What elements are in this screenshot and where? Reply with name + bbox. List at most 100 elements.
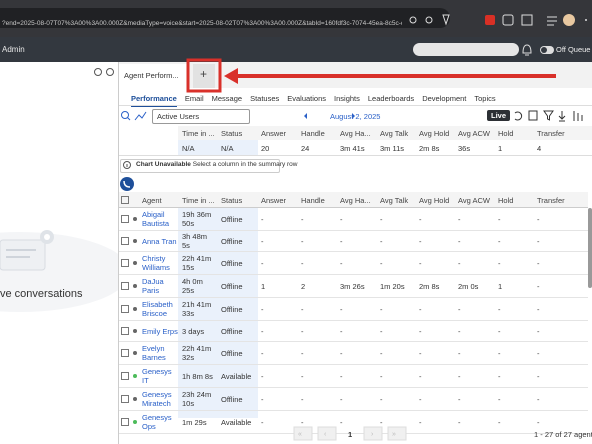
row-checkbox[interactable] [121,215,129,223]
column-header[interactable]: Avg ACW [458,196,490,205]
row-checkbox[interactable] [121,418,129,426]
status: Available [221,417,252,427]
column-header[interactable]: Avg Ha... [340,196,371,205]
agent-name[interactable]: Emily Erps [142,326,178,336]
pagination-summary: 1 - 27 of 27 agents [534,430,592,439]
row-checkbox[interactable] [121,259,129,267]
status-dot [133,307,137,311]
queue-status[interactable]: Off Queue [556,45,591,54]
subtab[interactable]: Topics [474,94,496,103]
row-checkbox[interactable] [121,372,129,380]
row-checkbox[interactable] [121,327,129,335]
subtab[interactable]: Performance [131,94,177,107]
live-badge[interactable]: Live [487,110,511,121]
metric: - [261,236,264,246]
subtab[interactable]: Statuses [250,94,280,103]
summary-value[interactable]: 2m 8s [419,144,440,153]
column-header[interactable]: Avg Hold [419,196,450,205]
status-dot [133,374,137,378]
pagination-buttons[interactable]: « ‹ › » [290,426,420,442]
subtab[interactable]: Evaluations [287,94,327,103]
url: ?end=2025-08-07T07%3A00%3A00.000Z&mediaT… [2,20,402,27]
subtab[interactable]: Leaderboards [367,94,415,103]
column-header[interactable]: Agent [142,196,162,205]
row-checkbox[interactable] [121,237,129,245]
tab[interactable] [119,64,187,88]
metric: - [301,326,304,336]
row-checkbox[interactable] [121,282,129,290]
metric: - [301,214,304,224]
agent-name[interactable]: Abigail Bautista [142,210,170,228]
metric: - [537,304,540,314]
column-header[interactable]: Hold [498,196,514,205]
column-header[interactable]: Status [221,196,243,205]
agent-name[interactable]: Christy Williams [142,254,170,272]
metric: 2 [301,281,306,291]
address-field[interactable] [0,8,450,28]
summary-value[interactable]: N/A [221,144,234,153]
search-box[interactable] [413,43,519,56]
metric: - [419,214,422,224]
column-header[interactable]: Answer [261,196,287,205]
subtab[interactable]: Message [211,94,243,103]
tab-label[interactable]: Agent Perform... [124,71,179,80]
summary-value[interactable]: 36s [458,144,471,153]
table-row: Genesys IT 1h 8m 8s Available - - - - - - - - [119,365,588,388]
agent-name[interactable]: Genesys IT [142,367,172,385]
phone-icon[interactable] [119,176,135,192]
column-header[interactable]: Transfer [537,196,565,205]
metric: - [261,348,264,358]
metric: - [498,371,501,381]
metric: - [458,394,461,404]
current-page[interactable]: 1 [348,430,353,439]
metric: - [458,371,461,381]
agent-name[interactable]: Genesys Ops [142,413,172,431]
agent-name[interactable]: Elisabeth Briscoe [142,300,173,318]
subtab[interactable]: Insights [334,94,360,103]
agent-name[interactable]: DaJua Paris [142,277,164,295]
summary-value[interactable]: 1 [498,144,503,153]
subtab[interactable]: Development [422,94,467,103]
column-highlight [178,208,258,418]
summary-column: Time in ... [182,129,215,138]
row-checkbox[interactable] [121,349,129,357]
metric: - [419,371,422,381]
metric: - [380,348,383,358]
column-header[interactable]: Handle [301,196,325,205]
add-tab-label[interactable]: + [200,67,208,81]
summary-value[interactable]: 3m 11s [380,144,405,153]
summary-value[interactable]: N/A [182,144,195,153]
metric: 1m 20s [380,281,405,291]
metric: - [261,394,264,404]
metric: - [498,304,501,314]
date-label[interactable]: August 2, 2025 [330,112,381,121]
subtab[interactable]: Email [184,94,204,103]
scrollbar[interactable] [588,208,592,288]
metric: - [458,236,461,246]
header-title: Admin [2,45,25,54]
metric: - [458,417,461,427]
summary-column: Answer [261,129,287,138]
add-tab[interactable] [193,64,215,88]
time-in-status: 3 days [182,326,205,336]
column-header[interactable]: Avg Talk [380,196,409,205]
header-checkbox [121,196,129,204]
row-checkbox[interactable] [121,305,129,313]
summary-value[interactable]: 24 [301,144,310,153]
agent-name[interactable]: Evelyn Barnes [142,344,166,362]
agent-name[interactable]: Genesys Miratech [142,390,172,408]
agent-name[interactable]: Anna Tran [142,236,177,246]
row-checkbox[interactable] [121,395,129,403]
summary-value[interactable]: 20 [261,144,270,153]
metric: - [380,371,383,381]
metric: - [419,326,422,336]
summary-value[interactable]: 3m 41s [340,144,365,153]
filter-select[interactable] [152,109,250,124]
column-header[interactable]: Time in ... [182,196,215,205]
filter-label[interactable]: Active Users [157,112,200,121]
metric: - [261,214,264,224]
metric: - [498,236,501,246]
metric: - [498,417,501,427]
summary-value[interactable]: 4 [537,144,542,153]
